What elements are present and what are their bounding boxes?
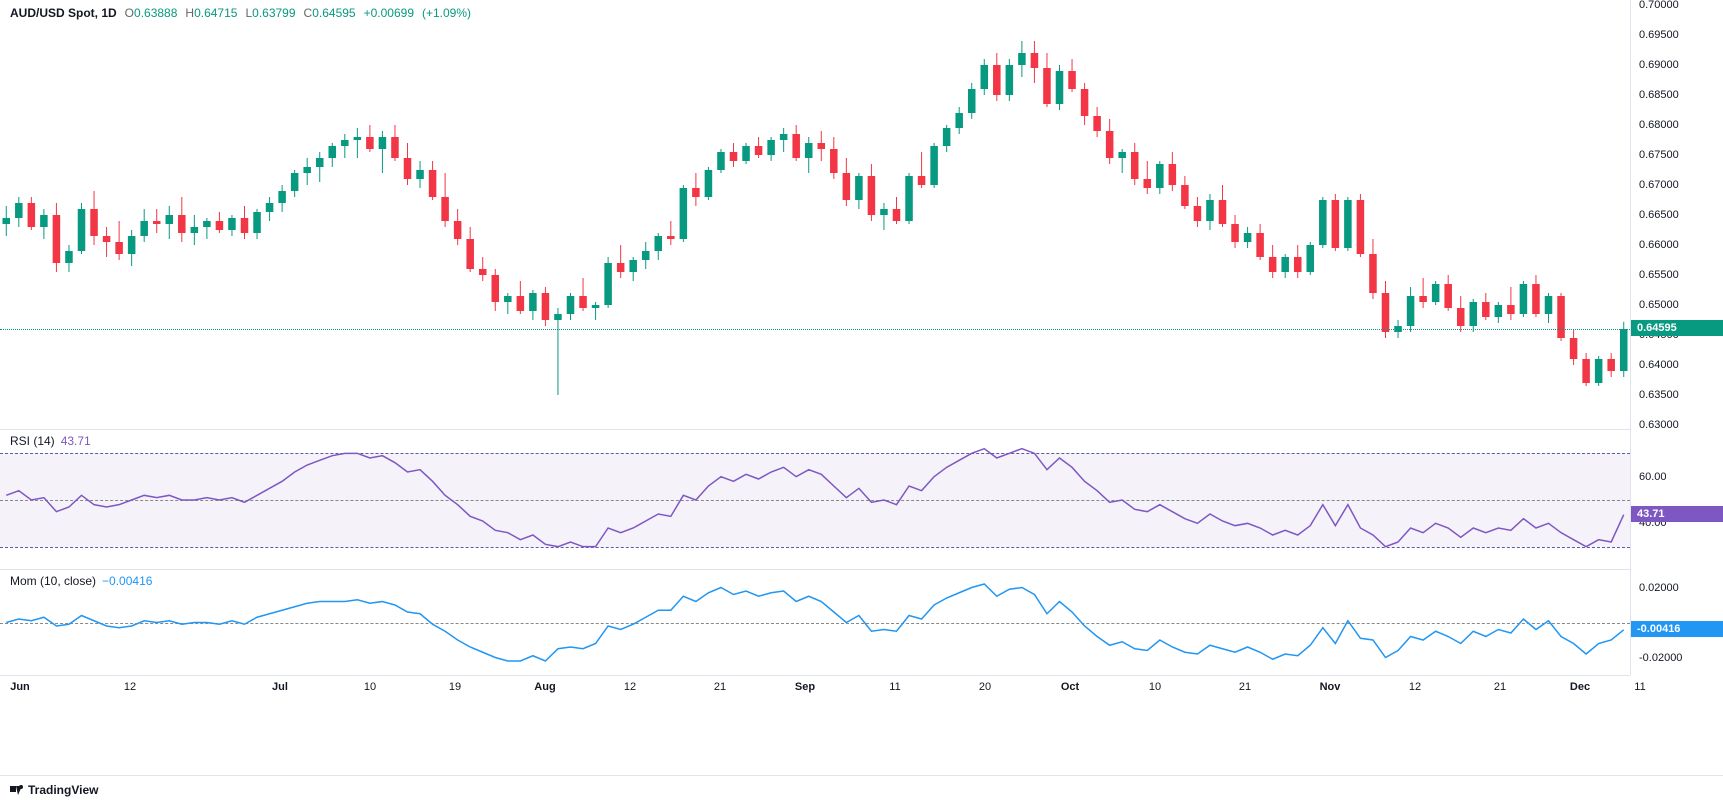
price-ytick: 0.68500 (1639, 89, 1679, 101)
price-ytick: 0.69000 (1639, 59, 1679, 71)
footer-text: TradingView (28, 783, 98, 797)
candlestick-chart (0, 0, 1630, 430)
ohlc-change-pct: (+1.09%) (422, 6, 471, 20)
price-ytick: 0.67500 (1639, 149, 1679, 161)
current-price-tag: 0.64595 (1631, 320, 1723, 336)
time-xtick: 10 (1149, 681, 1161, 693)
time-xtick: 11 (1634, 681, 1645, 693)
ohlc-close: 0.64595 (312, 6, 355, 20)
time-xtick: 20 (979, 681, 991, 693)
mom-ytick: 0.02000 (1639, 582, 1679, 594)
time-xaxis[interactable]: Jun 12 Jul 10 19 Aug 12 21 Sep 11 20 Oct 10 21 Nov 12 21… (0, 675, 1630, 700)
ohlc-low: 0.63799 (252, 6, 295, 20)
symbol-label[interactable]: AUD/USD Spot, 1D (10, 6, 117, 20)
rsi-ytick: 60.00 (1639, 471, 1667, 483)
time-xtick: 11 (889, 681, 900, 693)
time-xtick: Oct (1061, 681, 1079, 693)
time-xtick: Aug (534, 681, 555, 693)
time-xtick: 21 (1494, 681, 1506, 693)
time-xtick: 19 (449, 681, 461, 693)
tradingview-icon (10, 783, 24, 797)
footer-attribution[interactable]: TradingView (0, 775, 1723, 803)
time-xtick: Jun (10, 681, 30, 693)
rsi-yaxis[interactable]: 60.0040.0043.71 (1630, 430, 1723, 570)
price-ytick: 0.66000 (1639, 239, 1679, 251)
time-xtick: 12 (1409, 681, 1421, 693)
price-ytick: 0.66500 (1639, 209, 1679, 221)
price-ytick: 0.63500 (1639, 389, 1679, 401)
time-xtick: 21 (1239, 681, 1251, 693)
momentum-panel[interactable]: Mom (10, close) −0.00416 (0, 570, 1630, 675)
time-xtick: Sep (795, 681, 815, 693)
chart-header: AUD/USD Spot, 1D O0.63888 H0.64715 L0.63… (10, 6, 471, 20)
price-ytick: 0.69500 (1639, 29, 1679, 41)
ohlc-high: 0.64715 (194, 6, 237, 20)
price-ytick: 0.65500 (1639, 269, 1679, 281)
rsi-current-tag: 43.71 (1631, 506, 1723, 522)
current-price-line (0, 329, 1630, 330)
time-xtick: 12 (124, 681, 136, 693)
price-ytick: 0.68000 (1639, 119, 1679, 131)
rsi-panel[interactable]: RSI (14) 43.71 (0, 430, 1630, 570)
ohlc-change: +0.00699 (364, 6, 414, 20)
ohlc-open: 0.63888 (134, 6, 177, 20)
mom-line-chart (0, 570, 1630, 675)
rsi-label[interactable]: RSI (14) (10, 434, 55, 448)
price-ytick: 0.67000 (1639, 179, 1679, 191)
price-ytick: 0.70000 (1639, 0, 1679, 11)
price-yaxis[interactable]: 0.70000 0.69500 0.69000 0.68500 0.68000 0.675… (1630, 0, 1723, 430)
price-ytick: 0.64000 (1639, 359, 1679, 371)
time-xtick: Jul (272, 681, 288, 693)
time-xtick: 12 (624, 681, 636, 693)
mom-value: −0.00416 (102, 574, 152, 588)
time-xtick: 21 (714, 681, 726, 693)
price-ytick: 0.65000 (1639, 299, 1679, 311)
mom-ytick: -0.02000 (1639, 652, 1682, 664)
price-panel[interactable] (0, 0, 1630, 430)
time-xtick: Nov (1320, 681, 1341, 693)
time-xtick: 10 (364, 681, 376, 693)
mom-current-tag: -0.00416 (1631, 621, 1723, 637)
mom-yaxis[interactable]: 0.02000 -0.02000 -0.00416 (1630, 570, 1723, 675)
time-xtick: Dec (1570, 681, 1590, 693)
mom-label[interactable]: Mom (10, close) (10, 574, 96, 588)
rsi-value: 43.71 (61, 434, 91, 448)
rsi-line-chart (0, 430, 1630, 570)
